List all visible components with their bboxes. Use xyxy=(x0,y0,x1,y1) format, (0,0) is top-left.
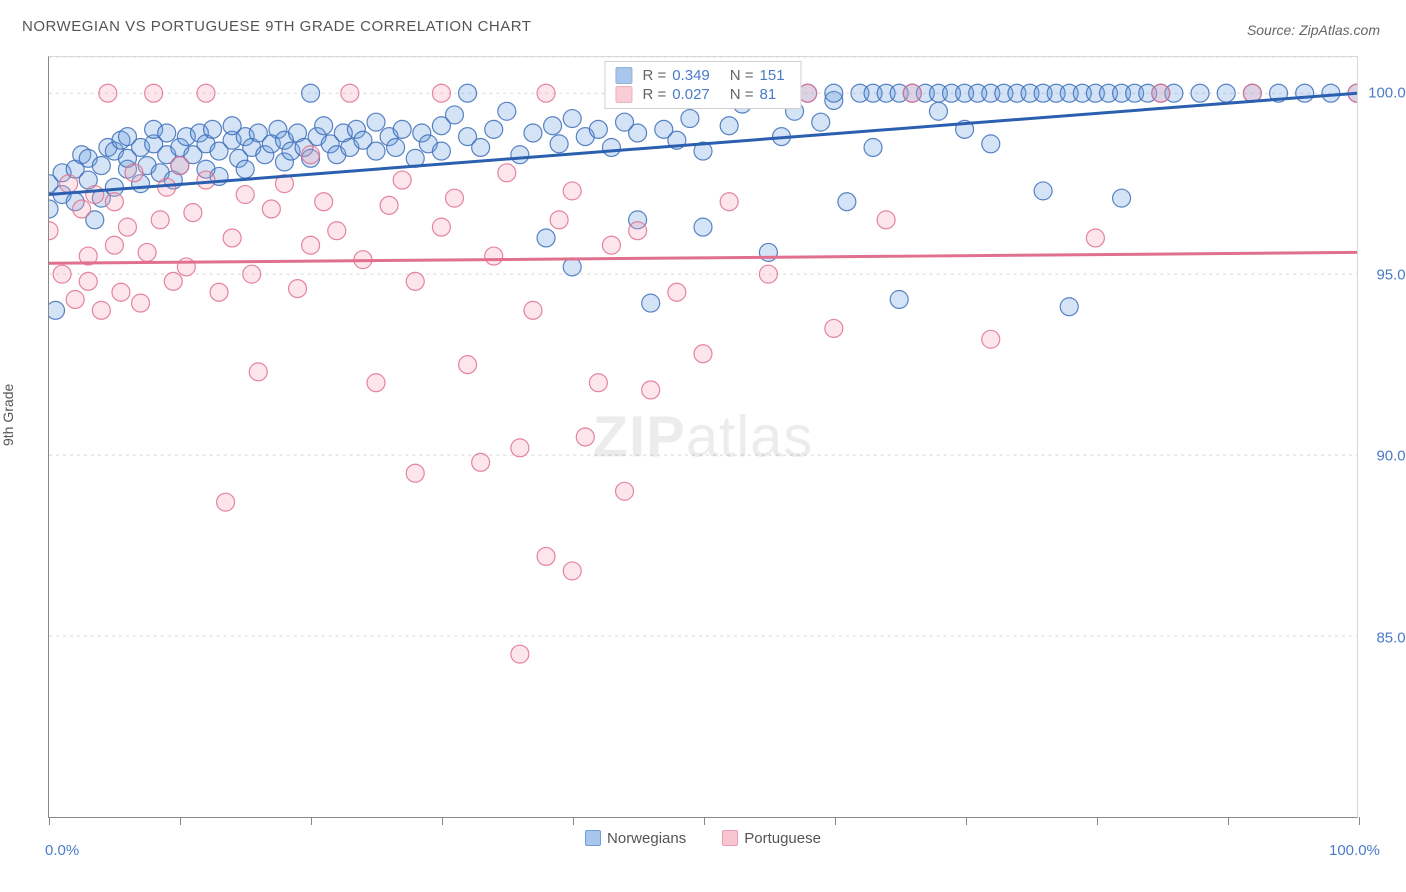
stats-legend-box: R = 0.349N = 151R = 0.027N = 81 xyxy=(604,61,801,109)
x-tick-label: 100.0% xyxy=(1329,842,1380,859)
scatter-plot xyxy=(49,57,1357,817)
legend-swatch xyxy=(585,830,601,846)
x-tick-mark xyxy=(49,817,50,825)
legend-item: Portuguese xyxy=(722,830,821,847)
x-tick-mark xyxy=(704,817,705,825)
plot-area: ZIPatlas R = 0.349N = 151R = 0.027N = 81… xyxy=(48,56,1358,818)
series-legend: Norwegians Portuguese xyxy=(49,830,1357,847)
y-tick-label: 90.0% xyxy=(1376,448,1406,465)
x-tick-mark xyxy=(1228,817,1229,825)
x-tick-mark xyxy=(1097,817,1098,825)
legend-label: Norwegians xyxy=(607,830,686,847)
x-tick-mark xyxy=(835,817,836,825)
y-tick-label: 100.0% xyxy=(1368,85,1406,102)
y-tick-label: 95.0% xyxy=(1376,266,1406,283)
y-axis-label: 9th Grade xyxy=(0,384,16,446)
legend-label: Portuguese xyxy=(744,830,821,847)
source-attribution: Source: ZipAtlas.com xyxy=(1247,22,1380,38)
x-tick-mark xyxy=(573,817,574,825)
series-swatch xyxy=(615,86,632,103)
chart-title: NORWEGIAN VS PORTUGUESE 9TH GRADE CORREL… xyxy=(22,18,531,35)
x-tick-mark xyxy=(180,817,181,825)
x-tick-mark xyxy=(442,817,443,825)
x-tick-label: 0.0% xyxy=(45,842,79,859)
legend-swatch xyxy=(722,830,738,846)
y-tick-label: 85.0% xyxy=(1376,629,1406,646)
x-tick-mark xyxy=(966,817,967,825)
x-tick-mark xyxy=(1359,817,1360,825)
stats-row: R = 0.349N = 151 xyxy=(605,66,800,85)
x-tick-mark xyxy=(311,817,312,825)
stats-row: R = 0.027N = 81 xyxy=(605,85,800,104)
legend-item: Norwegians xyxy=(585,830,686,847)
series-swatch xyxy=(615,67,632,84)
